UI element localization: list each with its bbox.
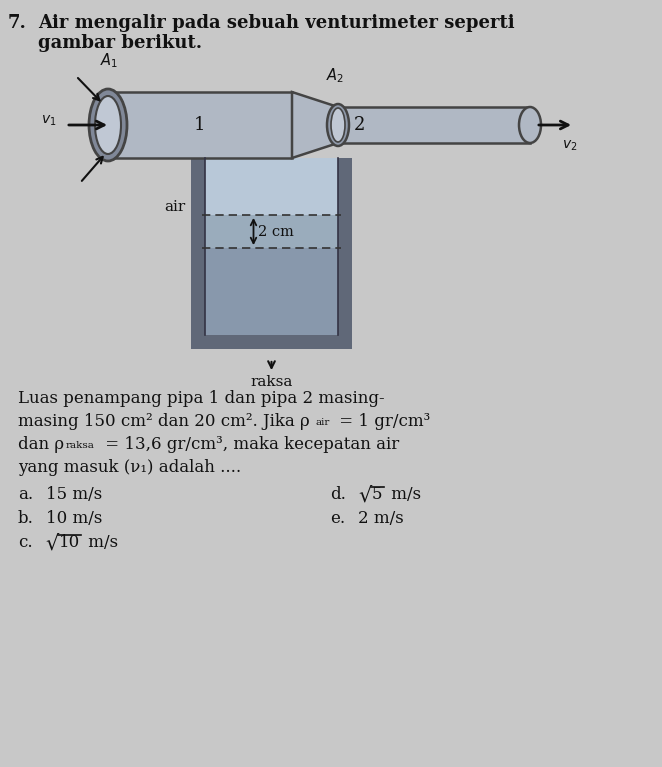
Ellipse shape	[327, 104, 349, 146]
Ellipse shape	[519, 107, 541, 143]
Text: raksa: raksa	[66, 441, 95, 450]
Text: Luas penampang pipa 1 dan pipa 2 masing-: Luas penampang pipa 1 dan pipa 2 masing-	[18, 390, 385, 407]
Text: $v_1$: $v_1$	[40, 114, 56, 128]
Text: 5: 5	[372, 486, 383, 503]
Text: = 13,6 gr/cm³, maka kecepatan air: = 13,6 gr/cm³, maka kecepatan air	[100, 436, 399, 453]
Polygon shape	[108, 92, 292, 158]
Text: $v_2$: $v_2$	[562, 139, 577, 153]
Text: $A_2$: $A_2$	[326, 66, 344, 85]
Text: m/s: m/s	[386, 486, 421, 503]
Text: c.: c.	[18, 534, 32, 551]
Text: 2 m/s: 2 m/s	[358, 510, 404, 527]
Text: 15 m/s: 15 m/s	[46, 486, 102, 503]
Ellipse shape	[191, 327, 205, 344]
Polygon shape	[292, 92, 338, 158]
Text: Air mengalir pada sebuah venturimeter seperti: Air mengalir pada sebuah venturimeter se…	[38, 14, 514, 32]
Bar	[191, 335, 352, 349]
Text: 7.: 7.	[8, 14, 27, 32]
Text: masing 150 cm² dan 20 cm². Jika ρ: masing 150 cm² dan 20 cm². Jika ρ	[18, 413, 310, 430]
Text: e.: e.	[330, 510, 345, 527]
Text: 10: 10	[59, 534, 80, 551]
Text: d.: d.	[330, 486, 346, 503]
Ellipse shape	[89, 89, 127, 161]
Text: √: √	[45, 535, 58, 554]
Text: = 1 gr/cm³: = 1 gr/cm³	[334, 413, 430, 430]
Text: 1: 1	[194, 116, 206, 134]
Text: $A_1$: $A_1$	[100, 51, 118, 70]
Text: b.: b.	[18, 510, 34, 527]
Text: 10 m/s: 10 m/s	[46, 510, 103, 527]
Bar	[205, 215, 338, 248]
Text: yang masuk (ν₁) adalah ....: yang masuk (ν₁) adalah ....	[18, 459, 241, 476]
Text: gambar berikut.: gambar berikut.	[38, 34, 202, 52]
Text: dan ρ: dan ρ	[18, 436, 64, 453]
Text: m/s: m/s	[83, 534, 118, 551]
Ellipse shape	[338, 327, 352, 344]
Text: air: air	[316, 418, 330, 427]
Bar	[205, 248, 338, 335]
Polygon shape	[338, 107, 530, 143]
Ellipse shape	[95, 96, 121, 154]
Bar	[191, 158, 205, 335]
Bar	[205, 158, 338, 215]
Text: 2: 2	[354, 116, 365, 134]
Ellipse shape	[331, 108, 345, 142]
Text: air: air	[165, 200, 186, 214]
Bar	[338, 158, 352, 335]
Text: 2 cm: 2 cm	[258, 225, 295, 239]
Text: a.: a.	[18, 486, 33, 503]
Text: √: √	[358, 487, 371, 506]
Text: raksa: raksa	[250, 375, 293, 389]
